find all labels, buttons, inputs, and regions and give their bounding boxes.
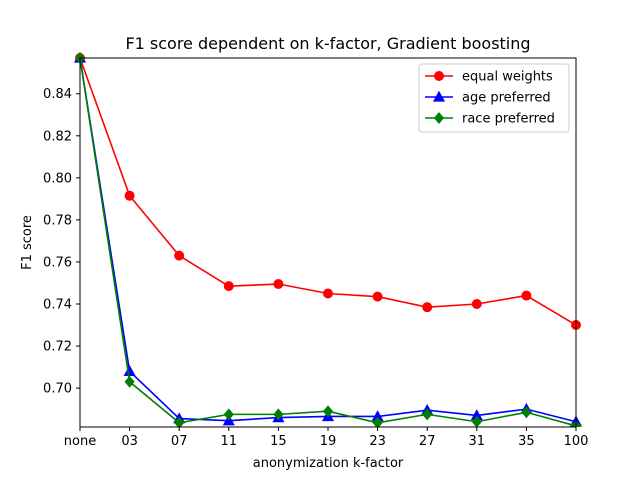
data-point-race-preferred: [422, 408, 433, 421]
data-point-equal-weights: [124, 190, 135, 201]
y-axis-label: F1 score: [20, 215, 35, 270]
y-tick-label: 0.72: [43, 340, 72, 355]
legend-marker: [433, 112, 445, 124]
data-point-equal-weights: [223, 281, 234, 292]
legend: equal weights age preferred race preferred: [418, 63, 570, 133]
legend-label: equal weights: [462, 70, 553, 85]
y-tick-label: 0.74: [43, 298, 72, 313]
legend-box: [418, 63, 570, 133]
data-point-equal-weights: [273, 279, 284, 290]
legend-marker: [434, 71, 444, 81]
x-tick-label: 100: [564, 434, 589, 449]
legend-item-race-preferred: race preferred: [425, 112, 555, 127]
x-tick-label: 27: [419, 434, 436, 449]
y-tick-label: 0.82: [43, 129, 72, 144]
data-point-equal-weights: [174, 250, 185, 261]
data-point-equal-weights: [323, 288, 333, 299]
x-tick-label: 03: [121, 434, 138, 449]
y-tick-label: 0.84: [43, 87, 72, 102]
x-tick-label: 23: [369, 434, 386, 449]
data-point-race-preferred: [521, 406, 532, 419]
x-tick-label: none: [64, 434, 96, 449]
data-point-race-preferred: [273, 408, 284, 421]
data-point-race-preferred: [372, 416, 383, 427]
data-point-age-preferred: [123, 365, 136, 376]
legend-marker: [432, 90, 446, 102]
x-tick-label: 15: [270, 434, 287, 449]
data-point-race-preferred: [223, 408, 234, 421]
series-equal-weights: [75, 53, 581, 331]
x-tick-label: 19: [320, 434, 337, 449]
x-tick-label: 35: [518, 434, 535, 449]
data-point-race-preferred: [174, 416, 185, 427]
x-tick-label: 07: [171, 434, 188, 449]
x-tick-label: 31: [469, 434, 486, 449]
legend-item-equal-weights: equal weights: [425, 70, 553, 85]
y-axis: 0.70 0.72 0.74 0.76 0.78 0.80 0.82 0.84: [43, 87, 80, 397]
data-point-race-preferred: [322, 405, 334, 418]
chart-title: F1 score dependent on k-factor, Gradient…: [125, 34, 530, 53]
legend-item-age-preferred: age preferred: [425, 91, 551, 106]
data-point-race-preferred: [124, 375, 135, 388]
data-point-equal-weights: [471, 299, 482, 309]
legend-label: race preferred: [462, 112, 555, 127]
data-point-equal-weights: [372, 291, 383, 302]
y-tick-label: 0.80: [43, 171, 72, 186]
data-point-equal-weights: [521, 290, 532, 301]
y-tick-label: 0.76: [43, 255, 72, 270]
x-axis-label: anonymization k-factor: [253, 456, 404, 471]
legend-label: age preferred: [462, 91, 551, 106]
x-axis: none 03 07 11 15 19 23 27 31 35 100: [64, 427, 589, 449]
data-point-equal-weights: [422, 302, 433, 313]
x-tick-label: 11: [221, 434, 238, 449]
y-tick-label: 0.70: [43, 382, 72, 397]
y-tick-label: 0.78: [43, 213, 72, 228]
